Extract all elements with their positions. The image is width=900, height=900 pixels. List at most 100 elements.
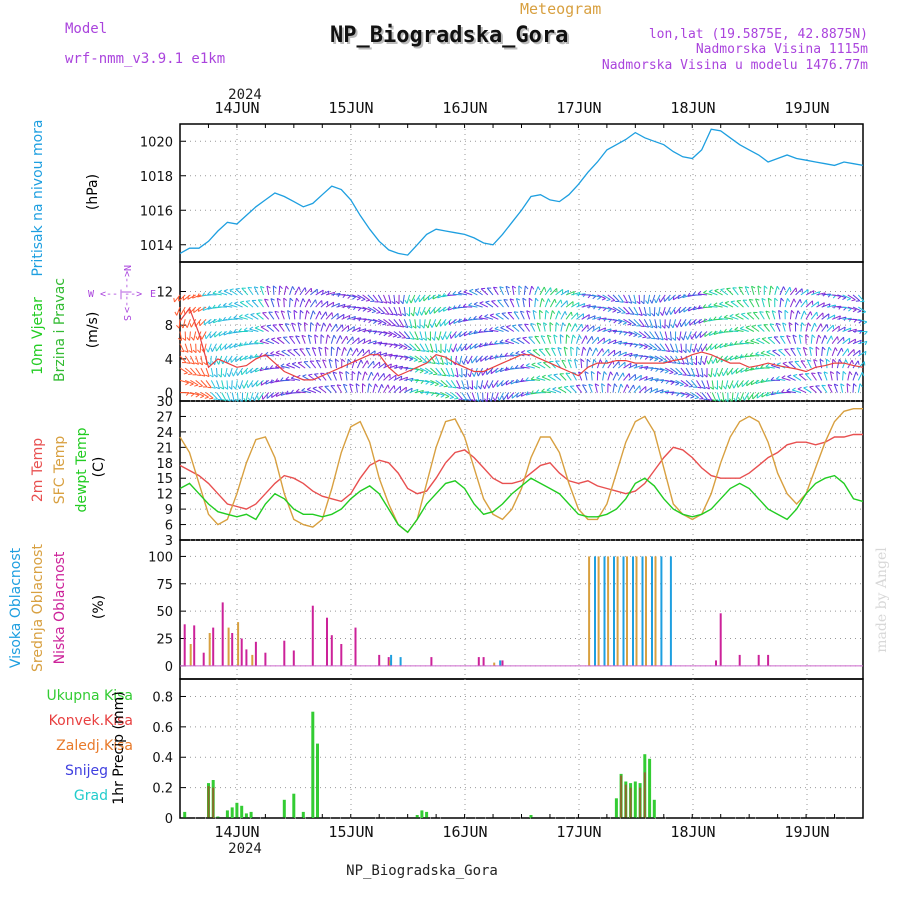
wind-barb [424, 343, 430, 353]
wind-barb [795, 299, 801, 308]
wind-barb-flag [770, 285, 774, 290]
wind-barb-flag [414, 369, 419, 373]
wind-barb [419, 367, 429, 373]
wind-barb-flag [458, 374, 463, 378]
wind-barb [739, 392, 744, 402]
cloud-low-bar [221, 602, 224, 666]
precip-total-bar [225, 810, 229, 818]
wind-barb-flag [642, 336, 647, 339]
wind-barb [685, 392, 695, 398]
wind-barb [524, 323, 531, 332]
wind-barb-flag [424, 310, 427, 315]
wind-barb [680, 343, 683, 353]
wind-barb-flag [610, 300, 615, 302]
wind-barb [586, 336, 593, 344]
wind-barb [486, 392, 489, 402]
wind-barb-flag [727, 384, 731, 389]
wind-barb-flag [553, 373, 558, 376]
wind-barb [654, 331, 660, 340]
wind-barb [756, 339, 765, 345]
wind-barb [549, 322, 551, 332]
wind-barb [748, 392, 755, 401]
wind-barb [320, 290, 330, 296]
wind-barb [506, 326, 515, 332]
wind-barb-flag [352, 296, 356, 300]
wind-barb [377, 384, 383, 393]
wind-barb [810, 334, 813, 344]
cloud-low-bar [283, 640, 286, 666]
wind-barb [704, 355, 708, 365]
precip-conv-bar [207, 786, 210, 818]
wind-barb-flag [761, 337, 767, 340]
model-elevation-text: Nadmorska Visina u modelu 1476.77m [602, 58, 868, 73]
cloud-low-bar [326, 617, 328, 666]
wind-barb-flag [295, 335, 300, 338]
wind-barb-flag [728, 327, 733, 332]
x-tick-bottom-18JUN: 18JUN [670, 823, 715, 841]
cloud-low-bar [757, 654, 760, 666]
wind-barb-flag [188, 373, 193, 375]
wind-barb-flag [795, 287, 798, 292]
wind-barb [716, 355, 723, 364]
wind-barb-flag [445, 395, 450, 399]
wind-barb [628, 353, 638, 357]
wind-barb [852, 329, 863, 332]
wind-barb-flag [857, 310, 862, 313]
wind-barb [700, 355, 703, 365]
wind-barb-flag [598, 326, 601, 331]
wind-barb [515, 352, 525, 357]
wind-barb-flag [494, 340, 498, 344]
wind-barb [419, 294, 426, 303]
wind-barb [234, 302, 243, 308]
wind-barb [440, 380, 449, 387]
wind-barb-flag [261, 395, 264, 400]
wind-barb-flag [574, 358, 579, 362]
wind-barb-flag [788, 322, 793, 326]
wind-barb [289, 286, 293, 296]
wind-barb-flag [658, 298, 661, 303]
wind-barb-flag [200, 374, 206, 377]
wind-barb-flag [628, 333, 633, 337]
wind-barb [544, 348, 551, 357]
wind-barb-flag [799, 334, 803, 338]
wind-barb [816, 292, 826, 296]
wind-barb-flag [424, 350, 430, 353]
wind-barb [409, 331, 415, 340]
wind-barb-flag [708, 331, 711, 336]
wind-barb [563, 346, 567, 357]
wind-barb-flag [554, 298, 557, 304]
wind-barb [522, 298, 525, 308]
wind-barb-flag [404, 357, 409, 361]
wind-barb [237, 367, 244, 376]
wind-barb [404, 387, 413, 394]
wind-barb-flag [597, 371, 601, 375]
wind-barb-flag [692, 306, 696, 311]
wind-barb-flag [724, 342, 727, 347]
wind-barb [659, 367, 669, 372]
wind-barb [639, 366, 649, 369]
wind-barb-flag [403, 325, 409, 329]
cloud-low-bar [311, 605, 314, 666]
wind-barb-flag [285, 323, 290, 325]
wind-barb-flag [853, 383, 857, 387]
wind-barb-flag [612, 310, 617, 313]
wind-barb [594, 383, 598, 393]
wind-barb [473, 303, 483, 308]
wind-barb-flag [805, 334, 810, 338]
wind-barb [510, 339, 520, 345]
wind-barb [186, 319, 191, 328]
wind-barb [312, 387, 322, 394]
wind-barb [549, 310, 553, 320]
wind-barb [262, 312, 270, 320]
wind-barb-flag [483, 327, 488, 332]
wind-barb [691, 392, 699, 399]
wind-barb-flag [692, 291, 696, 296]
wind-barb-flag [421, 324, 425, 329]
wind-barb-flag [234, 301, 239, 304]
wind-barb [565, 290, 575, 296]
wind-barb [744, 286, 750, 296]
precip-conv-bar [643, 772, 646, 818]
wind-barb-flag [208, 319, 210, 324]
wind-barb [772, 350, 781, 357]
wind-barb-flag [195, 394, 200, 398]
